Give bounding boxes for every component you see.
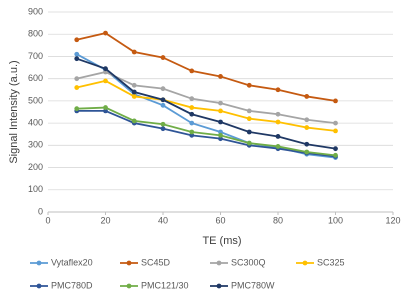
point	[131, 94, 137, 99]
point	[189, 111, 195, 117]
y-tick-label: 100	[28, 184, 43, 194]
point	[160, 126, 166, 132]
y-tick-label: 200	[28, 162, 43, 172]
x-tick-label: 20	[100, 215, 110, 225]
x-tick-label: 100	[328, 215, 343, 225]
y-tick-label: 500	[28, 95, 43, 105]
point	[333, 152, 338, 158]
legend-marker	[126, 283, 132, 289]
legend-marker	[302, 260, 308, 266]
y-tick-label: 900	[28, 6, 43, 16]
point	[131, 118, 137, 124]
x-tick-label: 80	[273, 215, 283, 225]
point	[74, 51, 80, 57]
legend-label: PMC780W	[231, 280, 275, 290]
point	[74, 37, 80, 43]
series-line	[76, 57, 336, 150]
point	[304, 141, 310, 147]
point	[218, 100, 223, 106]
point	[304, 117, 310, 123]
y-tick-label: 0	[38, 206, 43, 216]
point	[103, 69, 108, 75]
series-line	[76, 106, 336, 157]
point	[74, 85, 80, 90]
series-line	[76, 71, 336, 125]
point	[160, 121, 166, 127]
point	[74, 56, 80, 62]
point	[160, 86, 166, 92]
y-tick-label: 300	[28, 140, 43, 150]
point	[246, 82, 252, 88]
point	[246, 108, 252, 114]
point	[275, 87, 281, 93]
legend-marker	[36, 283, 42, 289]
legend-label: Vytaflex20	[51, 257, 93, 267]
series-line	[76, 32, 336, 102]
legend-marker	[126, 260, 132, 266]
legend-label: PMC780D	[51, 280, 93, 290]
point	[304, 149, 310, 155]
point	[131, 49, 137, 55]
legend-marker	[216, 260, 222, 266]
legend-marker	[216, 283, 222, 289]
point	[218, 132, 223, 138]
point	[189, 105, 195, 110]
point	[160, 102, 166, 108]
point	[103, 108, 108, 114]
legend-label: SC45D	[141, 257, 171, 267]
y-tick-label: 600	[28, 73, 43, 83]
y-tick-label: 700	[28, 51, 43, 61]
point	[333, 98, 338, 104]
point	[189, 132, 195, 138]
y-tick-label: 400	[28, 117, 43, 127]
point	[218, 108, 223, 114]
point	[218, 136, 223, 142]
point	[189, 96, 195, 102]
point	[275, 119, 281, 125]
point	[131, 89, 137, 95]
x-axis-title: TE (ms)	[202, 235, 241, 247]
legend-label: SC325	[317, 257, 345, 267]
x-tick-label: 0	[45, 215, 50, 225]
x-tick-label: 40	[158, 215, 168, 225]
point	[333, 120, 338, 126]
point	[103, 30, 108, 36]
point	[74, 76, 80, 82]
point	[131, 82, 137, 88]
point	[103, 66, 108, 72]
point	[275, 144, 281, 149]
point	[333, 146, 338, 152]
point	[103, 105, 108, 110]
point	[304, 125, 310, 130]
point	[304, 94, 310, 99]
point	[189, 129, 195, 135]
point	[275, 111, 281, 117]
point	[103, 78, 108, 84]
point	[246, 129, 252, 135]
point	[275, 134, 281, 139]
point	[333, 128, 338, 134]
point	[246, 140, 252, 146]
point	[246, 116, 252, 122]
legend-label: SC300Q	[231, 257, 266, 267]
x-tick-label: 120	[385, 215, 400, 225]
point	[218, 119, 223, 125]
legend-marker	[36, 260, 42, 266]
y-tick-label: 800	[28, 29, 43, 39]
series-line	[76, 79, 336, 132]
point	[189, 120, 195, 126]
y-axis-title: Signal Intensity (a.u.)	[8, 60, 20, 163]
legend-label: PMC121/30	[141, 280, 189, 290]
point	[160, 97, 166, 103]
point	[189, 68, 195, 74]
point	[218, 74, 223, 79]
point	[218, 129, 223, 135]
series-line	[76, 109, 336, 158]
point	[160, 55, 166, 60]
point	[74, 106, 80, 112]
x-tick-label: 60	[215, 215, 225, 225]
